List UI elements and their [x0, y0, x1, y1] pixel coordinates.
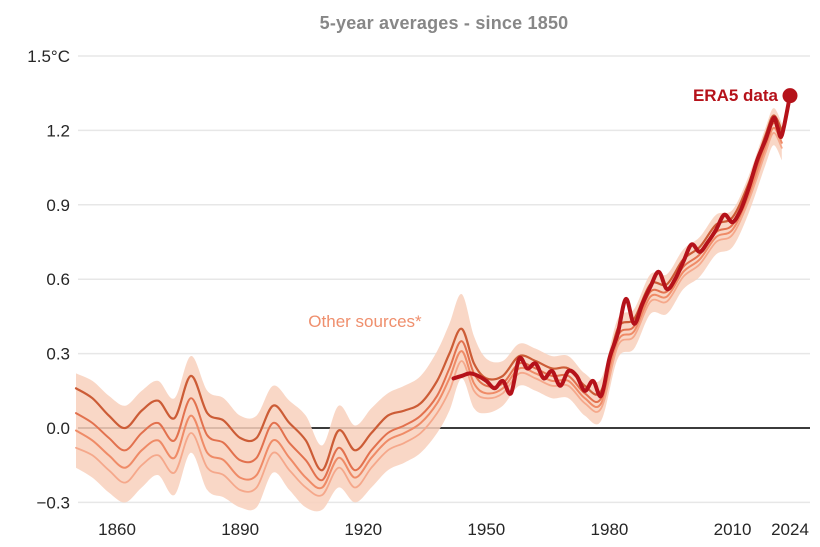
tick-layer: 1.5°C 1.2 0.9 0.6 0.3 0.0 −0.3 1860 1890 1920 1950…: [27, 47, 809, 539]
y-tick-label: −0.3: [36, 493, 70, 512]
x-tick-label: 1860: [98, 520, 136, 539]
x-tick-label: 2024: [771, 520, 809, 539]
x-tick-label: 2010: [714, 520, 752, 539]
uncertainty-band: [76, 108, 782, 512]
era5-line: [451, 93, 792, 399]
era5-data-label: ERA5 data: [693, 86, 779, 105]
y-tick-label: 1.2: [46, 121, 70, 140]
data-layer: [74, 88, 798, 512]
y-tick-label: 0.3: [46, 345, 70, 364]
era5-endpoint-marker: [782, 88, 798, 104]
chart-title: 5-year averages - since 1850: [319, 13, 569, 33]
x-tick-label: 1950: [467, 520, 505, 539]
y-tick-label: 0.6: [46, 270, 70, 289]
y-tick-label: 1.5°C: [27, 47, 70, 66]
other-sources-label: Other sources*: [308, 312, 422, 331]
y-tick-label: 0.9: [46, 196, 70, 215]
other-sources-line: [74, 114, 783, 472]
other-sources-line: [75, 126, 783, 490]
x-tick-label: 1920: [344, 520, 382, 539]
x-tick-label: 1980: [591, 520, 629, 539]
other-sources-line: [75, 132, 783, 497]
y-tick-label: 0.0: [46, 419, 70, 438]
x-tick-label: 1890: [221, 520, 259, 539]
